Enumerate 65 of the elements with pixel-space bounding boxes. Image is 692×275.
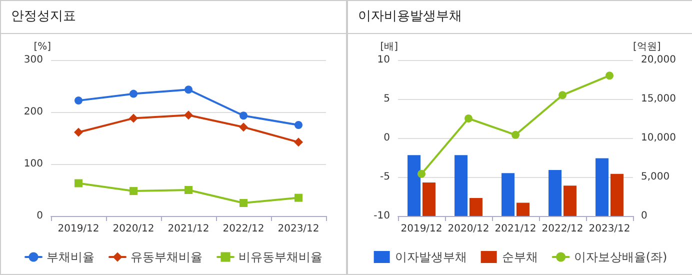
point — [418, 170, 426, 178]
y2-tick-label: 5,000 — [641, 172, 670, 182]
point — [240, 112, 248, 120]
point — [606, 72, 614, 80]
point — [74, 128, 83, 137]
point — [130, 187, 138, 196]
bar — [548, 170, 562, 216]
y-tick-label: 5 — [384, 94, 390, 104]
point — [184, 186, 192, 194]
y-tick-label: 100 — [24, 158, 43, 170]
point — [294, 194, 302, 202]
x-tick-label: 2023/12 — [278, 224, 320, 234]
y2-tick-label: 10,000 — [641, 132, 676, 144]
chart-title: 이자비용발생부채 — [348, 1, 692, 34]
y-tick-label: 0 — [36, 210, 43, 222]
x-tick-label: 2020/12 — [448, 224, 490, 234]
y2-tick-label: 20,000 — [641, 54, 676, 66]
bar — [422, 182, 436, 216]
bar — [408, 155, 421, 216]
chart-title: 안정성지표 — [1, 1, 346, 34]
y2-tick-label: 0 — [641, 210, 648, 222]
x-tick-label: 2023/12 — [588, 224, 630, 234]
y-tick-label: -5 — [380, 172, 390, 182]
y2-axis-title: [억원] — [633, 42, 661, 52]
y-tick-label: 300 — [24, 54, 43, 66]
y2-tick-label: 15,000 — [641, 94, 676, 104]
point — [129, 114, 138, 123]
point — [558, 91, 566, 100]
x-tick-label: 2021/12 — [168, 224, 210, 234]
legend-label: 부채비율 — [46, 250, 94, 264]
point — [74, 96, 82, 105]
bar — [596, 158, 609, 216]
bar — [563, 186, 576, 216]
point — [239, 122, 248, 132]
legend-label: 비유동부채비율 — [238, 250, 322, 264]
point — [184, 110, 193, 120]
bar — [610, 174, 624, 216]
point — [74, 179, 82, 188]
bar — [502, 173, 515, 216]
y-axis-title: [%] — [34, 42, 52, 52]
legend-label: 유동부채비율 — [130, 250, 202, 264]
y-axis-title: [배] — [380, 42, 398, 52]
legend-label: 이자발생부채 — [394, 250, 467, 264]
bar — [516, 202, 530, 216]
y-tick-label: -10 — [374, 210, 390, 222]
legend-label: 이자보상배율(좌) — [574, 250, 668, 264]
point — [130, 90, 138, 98]
point — [184, 86, 192, 94]
x-tick-label: 2019/12 — [400, 224, 442, 234]
bar — [469, 198, 482, 216]
point — [464, 114, 472, 122]
x-tick-label: 2019/12 — [58, 224, 100, 234]
legend-label: 순부채 — [502, 250, 538, 264]
y-tick-label: 200 — [24, 106, 43, 118]
point — [512, 130, 520, 139]
x-tick-label: 2022/12 — [542, 224, 584, 234]
x-tick-label: 2022/12 — [222, 224, 264, 234]
point — [294, 138, 303, 147]
x-tick-label: 2020/12 — [112, 224, 154, 234]
point — [294, 121, 302, 129]
y-tick-label: 0 — [384, 132, 390, 144]
point — [240, 199, 248, 207]
x-tick-label: 2021/12 — [494, 224, 536, 234]
y-tick-label: 10 — [377, 54, 390, 66]
bar — [454, 155, 468, 216]
